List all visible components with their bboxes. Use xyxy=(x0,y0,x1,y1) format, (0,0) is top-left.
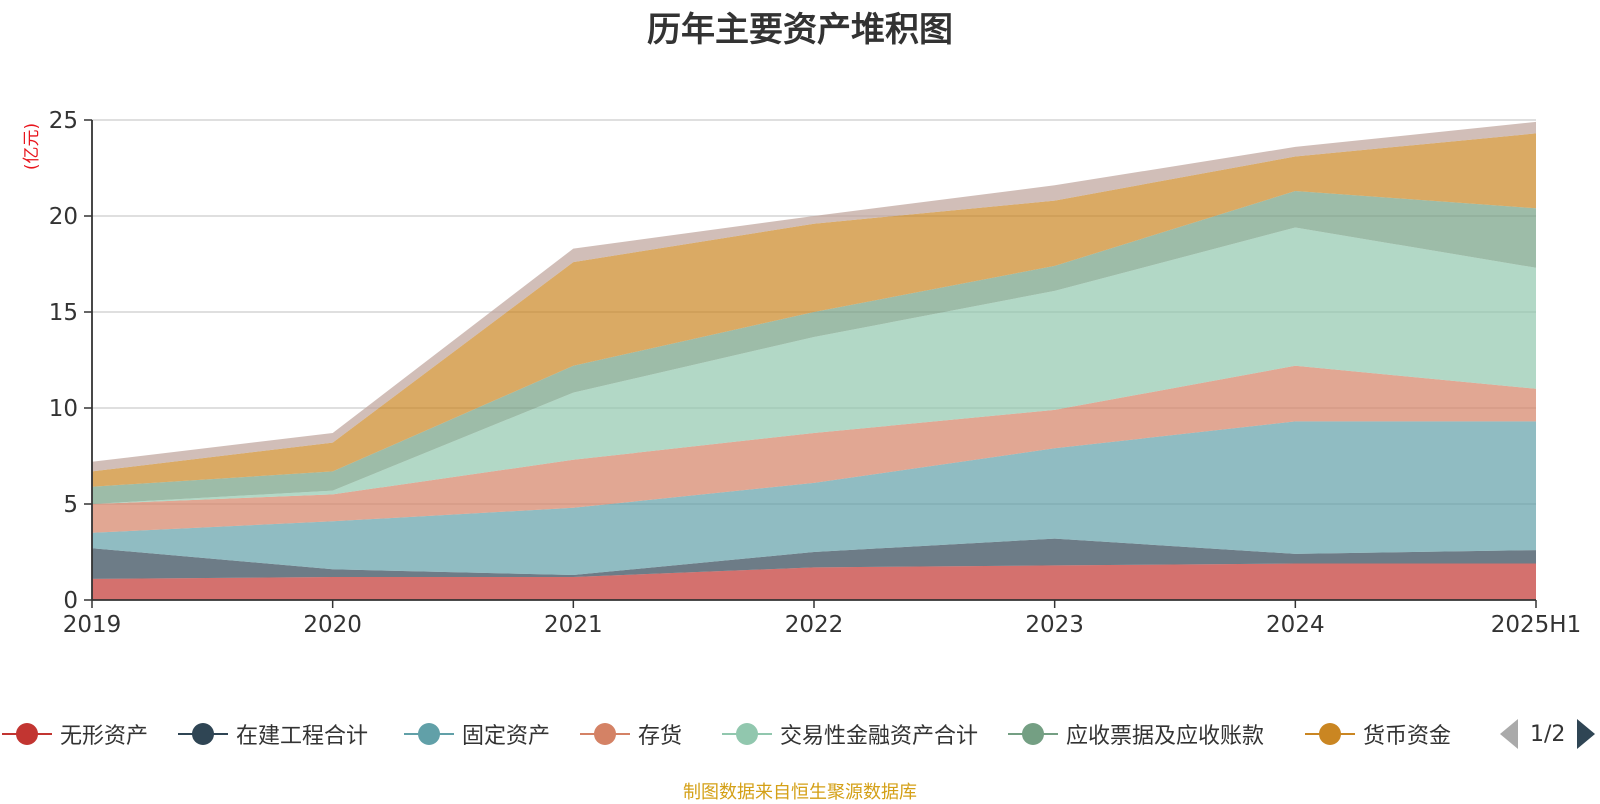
y-tick-label: 20 xyxy=(49,204,78,230)
legend-label: 交易性金融资产合计 xyxy=(780,724,979,749)
x-tick-label: 2023 xyxy=(1025,612,1084,638)
x-tick-label: 2021 xyxy=(544,612,603,638)
x-tick-label: 2024 xyxy=(1266,612,1325,638)
legend-pager: 1/2 xyxy=(1500,718,1596,750)
y-tick-label: 0 xyxy=(63,588,78,614)
legend-label: 存货 xyxy=(638,724,683,749)
x-tick-label: 2022 xyxy=(785,612,844,638)
y-tick-label: 15 xyxy=(49,300,78,326)
area-series-5 xyxy=(92,191,1536,504)
legend-item[interactable]: 货币资金 xyxy=(1305,718,1451,750)
legend-label: 应收票据及应收账款 xyxy=(1066,724,1265,749)
chart-title: 历年主要资产堆积图 xyxy=(647,10,953,50)
legend-label: 固定资产 xyxy=(462,724,551,749)
legend: 无形资产 在建工程合计 固定资产 存货 交易性金融资产合计 应收票据及应收账款 货币资金 xyxy=(0,718,1600,758)
legend-item[interactable]: 固定资产 xyxy=(404,718,550,750)
y-tick-label: 25 xyxy=(49,108,78,134)
legend-label: 无形资产 xyxy=(60,724,149,749)
area-series-3 xyxy=(92,365,1536,533)
y-tick-label: 10 xyxy=(49,396,78,422)
legend-item[interactable]: 交易性金融资产合计 xyxy=(722,718,978,750)
data-source-note: 制图数据来自恒生聚源数据库 xyxy=(683,782,917,803)
legend-label: 在建工程合计 xyxy=(236,724,369,749)
x-tick-label: 2025H1 xyxy=(1491,612,1581,638)
area-series-6 xyxy=(92,133,1536,487)
legend-marker-icon xyxy=(1008,718,1058,750)
legend-next-page-icon[interactable] xyxy=(1577,719,1596,749)
area-series-0 xyxy=(92,563,1536,600)
legend-marker-icon xyxy=(580,718,630,750)
legend-item[interactable]: 无形资产 xyxy=(2,718,148,750)
x-tick-label: 2020 xyxy=(303,612,362,638)
legend-marker-icon xyxy=(1305,718,1355,750)
legend-page-indicator: 1/2 xyxy=(1530,721,1566,747)
legend-item[interactable]: 在建工程合计 xyxy=(178,718,368,750)
area-series-2 xyxy=(92,421,1536,575)
legend-marker-icon xyxy=(178,718,228,750)
y-tick-label: 5 xyxy=(63,492,78,518)
legend-marker-icon xyxy=(404,718,454,750)
legend-item[interactable]: 存货 xyxy=(580,718,682,750)
legend-prev-page-icon[interactable] xyxy=(1500,719,1518,749)
axes: 0 5 10 15 20 25 2019 2020 2021 2022 2023 2024 2025H1 xyxy=(49,108,1582,638)
x-tick-label: 2019 xyxy=(63,612,122,638)
legend-marker-icon xyxy=(722,718,772,750)
stacked-area-chart: 0 5 10 15 20 25 2019 2020 2021 2022 2023 2024 2025H1 xyxy=(49,108,1582,638)
area-series-4 xyxy=(92,227,1536,504)
legend-label: 货币资金 xyxy=(1363,724,1452,749)
legend-item[interactable]: 应收票据及应收账款 xyxy=(1008,718,1264,750)
area-series-group xyxy=(92,121,1536,600)
legend-marker-icon xyxy=(2,718,52,750)
area-series-1 xyxy=(92,538,1536,579)
